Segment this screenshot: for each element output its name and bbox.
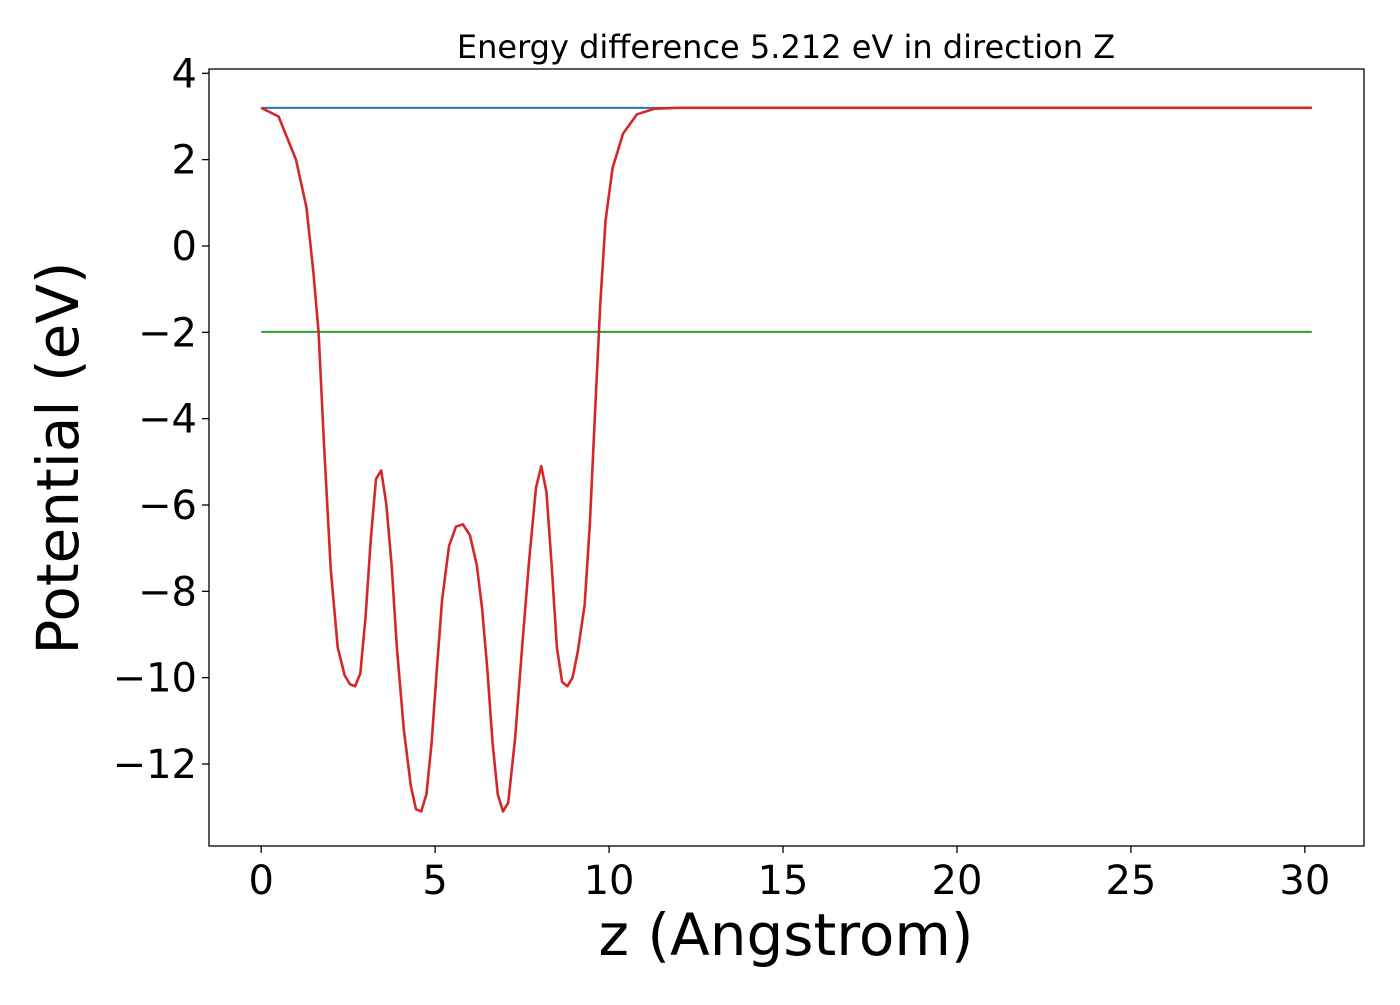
- y-tick-label: 4: [172, 51, 197, 97]
- chart-title: Energy difference 5.212 eV in direction …: [457, 28, 1115, 66]
- x-tick-label: 5: [422, 858, 447, 904]
- x-tick-label: 30: [1279, 858, 1330, 904]
- x-tick-label: 20: [932, 858, 983, 904]
- y-tick-label: 0: [172, 224, 197, 270]
- x-tick-label: 10: [584, 858, 635, 904]
- axes-frame: [208, 68, 1365, 847]
- x-tick-label: 15: [758, 858, 809, 904]
- y-axis-label: Potential (eV): [24, 261, 92, 654]
- plot-area: [260, 106, 1312, 813]
- series-line-3: [260, 106, 1312, 813]
- y-tick-label: −12: [113, 742, 197, 788]
- y-tick-label: −8: [138, 569, 197, 615]
- y-tick-label: −6: [138, 483, 197, 529]
- y-tick-label: −4: [138, 397, 197, 443]
- y-tick-label: −2: [138, 310, 197, 356]
- y-tick-label: 2: [172, 138, 197, 184]
- x-axis-label: z (Angstrom): [599, 901, 974, 969]
- y-tick-label: −10: [113, 656, 197, 702]
- x-axis-ticks: 0 5 10 15 20 25 30: [248, 846, 1330, 904]
- x-tick-label: 25: [1105, 858, 1156, 904]
- x-tick-label: 0: [248, 858, 273, 904]
- y-axis-ticks: 4 2 0 −2 −4 −6 −8 −10 −12: [113, 51, 209, 788]
